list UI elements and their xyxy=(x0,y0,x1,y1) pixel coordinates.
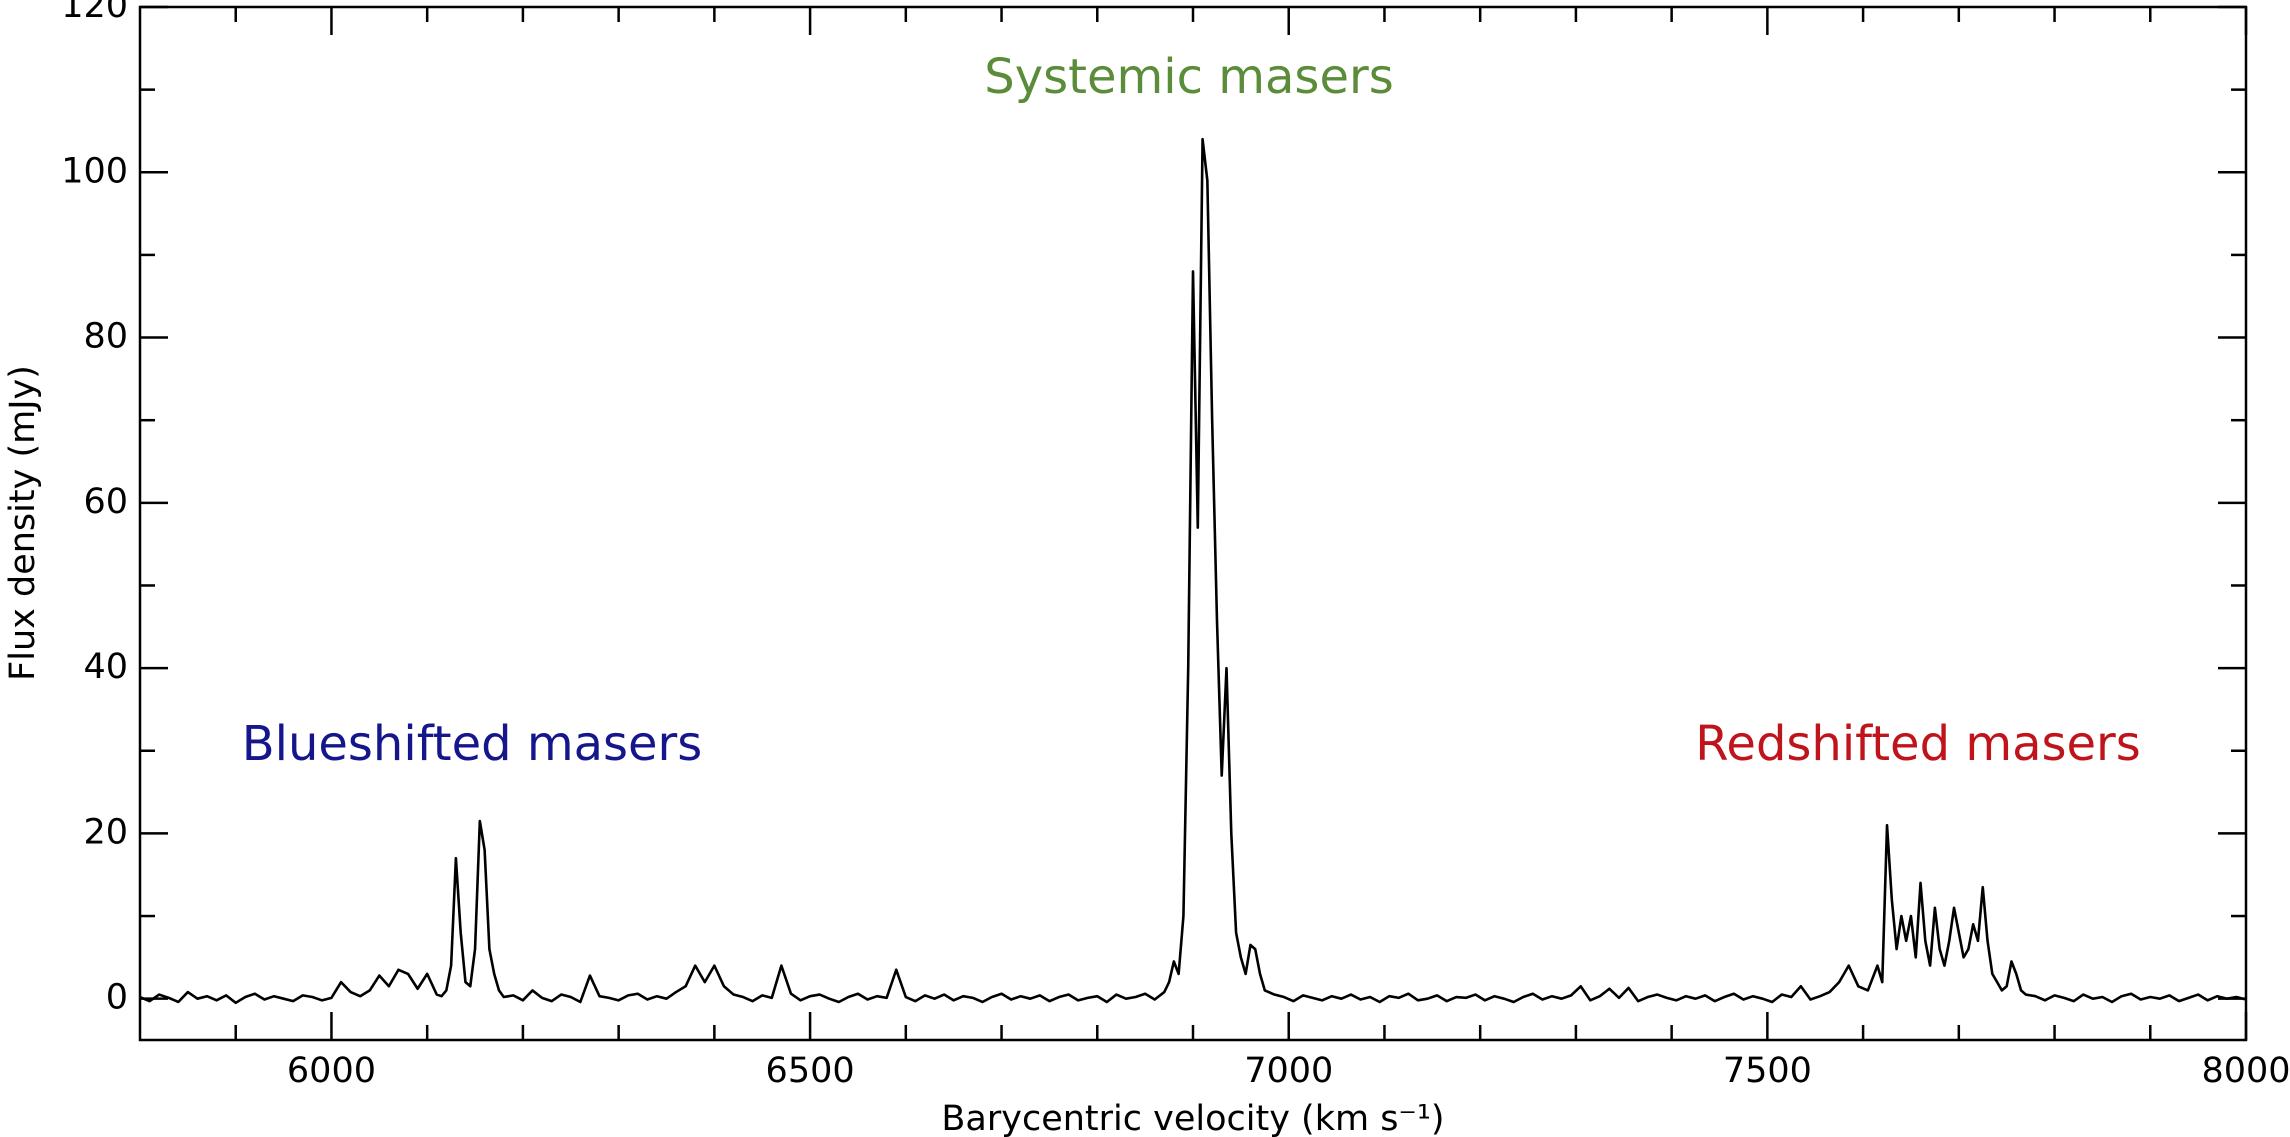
y-tick-label: 60 xyxy=(83,482,128,522)
x-tick-label: 6500 xyxy=(766,1051,855,1091)
annotation: Blueshifted masers xyxy=(242,716,703,772)
spectrum-line xyxy=(139,137,2247,1005)
x-tick-label: 7500 xyxy=(1723,1051,1812,1091)
annotation: Systemic masers xyxy=(984,49,1393,105)
x-axis-label: Barycentric velocity (km s⁻¹) xyxy=(941,1099,1444,1137)
y-tick-label: 40 xyxy=(83,647,128,687)
x-tick-label: 7000 xyxy=(1244,1051,1333,1091)
y-tick-label: 0 xyxy=(106,978,128,1018)
x-tick-label: 8000 xyxy=(2201,1051,2290,1091)
y-tick-label: 120 xyxy=(61,0,128,26)
y-tick-label: 100 xyxy=(61,151,128,191)
annotation: Redshifted masers xyxy=(1695,716,2141,772)
x-tick-label: 6000 xyxy=(287,1051,376,1091)
y-tick-label: 20 xyxy=(83,812,128,852)
y-tick-label: 80 xyxy=(83,317,128,357)
y-axis-label: Flux density (mJy) xyxy=(3,365,43,681)
